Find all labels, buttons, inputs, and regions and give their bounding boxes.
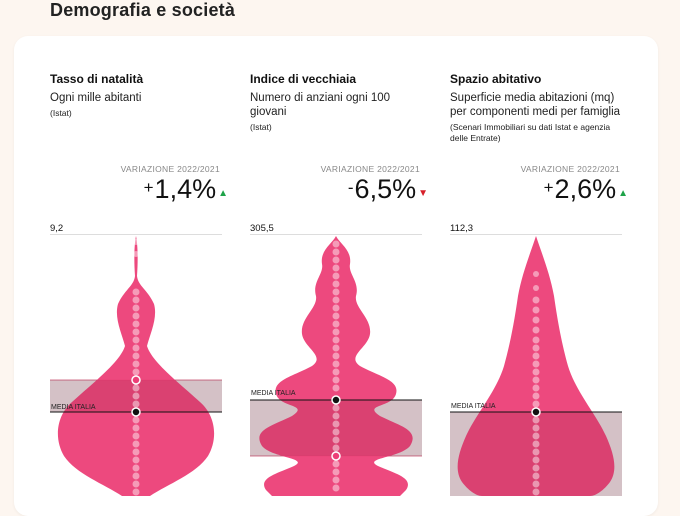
violin-plot-natalita: MEDIA ITALIA (50, 234, 222, 496)
variation-number: 6,5% (354, 174, 417, 204)
panel-source: (Istat) (250, 122, 272, 132)
media-dot (531, 407, 541, 417)
panel-title: Spazio abitativo (450, 72, 542, 86)
max-value-label: 9,2 (50, 223, 64, 234)
up-arrow-icon: ▲ (218, 188, 228, 199)
band-overlay (450, 412, 622, 496)
panel-spazio-abitativo: Spazio abitativo Superficie media abitaz… (450, 36, 630, 516)
band-overlay (50, 380, 222, 412)
variation-sign: - (347, 178, 354, 197)
panel-vecchiaia: Indice di vecchiaia Numero di anziani og… (250, 36, 430, 516)
media-italia-label: MEDIA ITALIA (51, 404, 96, 411)
variation-label: VARIAZIONE 2022/2021 (320, 164, 420, 174)
highlight-dot (331, 451, 341, 461)
panel-subtitle: Ogni mille abitanti (Istat) (50, 91, 228, 119)
dot-column (332, 240, 340, 492)
down-arrow-icon: ▼ (418, 188, 428, 199)
variation-sign: + (143, 178, 154, 197)
panel-subtitle-text: Superficie media abitazioni (mq) per com… (450, 92, 621, 118)
variation-label: VARIAZIONE 2022/2021 (120, 164, 220, 174)
variation-label: VARIAZIONE 2022/2021 (520, 164, 620, 174)
section-title: Demografia e società (50, 0, 236, 20)
stats-card: Tasso di natalità Ogni mille abitanti (I… (14, 36, 658, 516)
media-italia-label: MEDIA ITALIA (251, 390, 296, 397)
variation-value: +2,6% ▲ (544, 174, 628, 205)
violin-plot-spazio: MEDIA ITALIA (450, 234, 622, 496)
variation-sign: + (543, 178, 554, 197)
panel-title: Indice di vecchiaia (250, 72, 357, 86)
panel-source: (Istat) (50, 108, 72, 118)
highlight-dot (131, 375, 141, 385)
variation-value: -6,5% ▼ (348, 174, 428, 205)
media-italia-label: MEDIA ITALIA (451, 403, 496, 410)
panel-title: Tasso di natalità (50, 72, 144, 86)
panel-source: (Scenari Immobiliari su dati Istat e age… (450, 122, 611, 143)
dot-column (132, 239, 140, 496)
violin-shape (259, 236, 413, 496)
band-overlay (250, 400, 422, 456)
panel-natalita: Tasso di natalità Ogni mille abitanti (I… (50, 36, 230, 516)
media-dot (131, 407, 141, 417)
panel-subtitle: Numero di anziani ogni 100 giovani (Ista… (250, 91, 428, 133)
panel-subtitle-text: Ogni mille abitanti (50, 92, 142, 104)
dot-column (532, 271, 540, 496)
variation-value: +1,4% ▲ (144, 174, 228, 205)
variation-number: 1,4% (154, 174, 217, 204)
violin-shape (457, 236, 615, 496)
violin-plot-vecchiaia: MEDIA ITALIA (250, 234, 422, 496)
max-value-label: 112,3 (450, 223, 474, 234)
max-value-label: 305,5 (250, 223, 274, 234)
panel-subtitle: Superficie media abitazioni (mq) per com… (450, 91, 628, 144)
up-arrow-icon: ▲ (618, 188, 628, 199)
violin-shape (57, 236, 215, 496)
panel-subtitle-text: Numero di anziani ogni 100 giovani (250, 92, 391, 118)
variation-number: 2,6% (554, 174, 617, 204)
media-dot (331, 395, 341, 405)
